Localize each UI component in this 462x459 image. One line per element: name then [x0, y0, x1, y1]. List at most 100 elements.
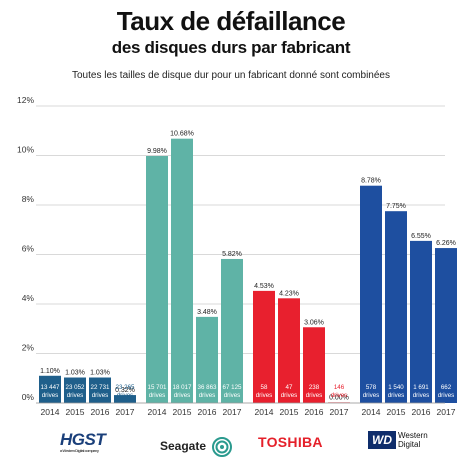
bar-value-label: 8.78% — [361, 178, 381, 185]
bar-drive-unit: drives — [67, 392, 84, 399]
x-tick-label: 2014 — [255, 407, 274, 417]
bar-seagate — [146, 155, 168, 403]
bar-drive-count: 13 447 — [41, 384, 60, 391]
bar-drive-count: 15 701 — [148, 384, 167, 391]
bar-drive-unit: drives — [388, 392, 405, 399]
bar-value-label: 1.03% — [90, 370, 110, 377]
bar-drive-count: 238 — [309, 384, 320, 391]
x-tick-label: 2014 — [148, 407, 167, 417]
bar-hgst — [89, 377, 111, 403]
bar-value-label: 6.26% — [436, 240, 456, 247]
x-tick-label: 2015 — [173, 407, 192, 417]
bar-value-label: 4.53% — [254, 283, 274, 290]
bar-drive-unit: drives — [256, 392, 273, 399]
wd-logo-text: Western Digital — [398, 431, 428, 449]
x-tick-label: 2014 — [41, 407, 60, 417]
bar-hgst — [39, 375, 61, 403]
bar-drive-unit: drives — [438, 392, 455, 399]
x-tick-label: 2015 — [280, 407, 299, 417]
seagate-logo-text: Seagate — [160, 439, 207, 454]
bar-seagate — [171, 138, 193, 404]
bar-value-label: 7.75% — [386, 203, 406, 210]
toshiba-logo: TOSHIBA — [258, 434, 323, 450]
bar-western-digital — [385, 211, 407, 403]
wd-logo-text-line1: Western — [398, 431, 428, 440]
y-tick-label: 0% — [22, 392, 35, 402]
bar-seagate — [221, 258, 243, 403]
bar-drive-unit: drives — [174, 392, 191, 399]
x-tick-label: 2017 — [330, 407, 349, 417]
chart-title: Taux de défaillance — [116, 6, 346, 36]
x-tick-label: 2016 — [91, 407, 110, 417]
bar-hgst — [64, 377, 86, 403]
x-tick-label: 2017 — [116, 407, 135, 417]
bar-drive-count: 47 — [286, 384, 293, 391]
bar-value-label: 1.10% — [40, 368, 60, 375]
bar-seagate — [196, 316, 218, 403]
bar-value-label: 1.03% — [65, 370, 85, 377]
bar-value-label: 3.48% — [197, 309, 217, 316]
bar-toshiba — [253, 290, 275, 403]
bar-drive-unit: drives — [117, 392, 134, 399]
bar-western-digital — [435, 248, 457, 403]
bar-value-label: 4.23% — [279, 290, 299, 297]
y-tick-label: 10% — [17, 145, 34, 155]
bar-drive-count: 1 540 — [388, 384, 404, 391]
bar-value-label: 0.32% — [115, 387, 135, 394]
bar-western-digital — [360, 185, 382, 403]
bar-drive-count: 22 731 — [91, 384, 110, 391]
bar-toshiba — [303, 327, 325, 403]
bar-drive-count: 58 — [261, 384, 268, 391]
bar-drive-unit: drives — [149, 392, 166, 399]
y-tick-label: 6% — [22, 244, 35, 254]
bar-drive-unit: drives — [42, 392, 59, 399]
bar-toshiba — [278, 298, 300, 403]
bar-drive-count: 23 052 — [66, 384, 85, 391]
wd-logo-text-line2: Digital — [398, 440, 421, 449]
bar-drive-unit: drives — [306, 392, 323, 399]
seagate-swirl-icon — [212, 437, 233, 457]
bar-drive-unit: drives — [92, 392, 109, 399]
wd-logo-mark: WD — [368, 431, 396, 449]
bar-drive-count: 67 125 — [223, 384, 242, 391]
y-tick-label: 2% — [22, 343, 35, 353]
chart-note: Toutes les tailles de disque dur pour un… — [72, 70, 390, 81]
x-tick-label: 2017 — [223, 407, 242, 417]
x-tick-label: 2015 — [66, 407, 85, 417]
x-tick-label: 2016 — [412, 407, 431, 417]
x-tick-label: 2014 — [362, 407, 381, 417]
y-tick-label: 8% — [22, 194, 35, 204]
hgst-logo-text: HGST — [60, 430, 106, 449]
bar-drive-count: 146 — [334, 384, 345, 391]
bar-value-label: 3.06% — [304, 319, 324, 326]
y-tick-label: 12% — [17, 95, 34, 105]
hgst-logo: HGST a Western Digital company — [60, 430, 106, 453]
hgst-logo-subtext: a Western Digital company — [60, 448, 99, 453]
bar-drive-unit: drives — [224, 392, 241, 399]
y-tick-label: 4% — [22, 293, 35, 303]
bar-drive-unit: drives — [199, 392, 216, 399]
chart-subtitle: des disques durs par fabricant — [111, 38, 351, 57]
bar-drive-unit: drives — [413, 392, 430, 399]
bar-drive-count: 23 265 — [116, 384, 135, 391]
bar-value-label: 10.68% — [170, 131, 194, 138]
bar-hgst — [114, 395, 136, 403]
bar-western-digital — [410, 240, 432, 403]
bar-drive-unit: drives — [331, 392, 348, 399]
x-tick-label: 2017 — [437, 407, 456, 417]
bar-drive-count: 36 863 — [198, 384, 217, 391]
bar-drive-unit: drives — [281, 392, 298, 399]
western-digital-logo: WD Western Digital — [368, 431, 428, 453]
bar-value-label: 5.82% — [222, 251, 242, 258]
bar-drive-count: 18 017 — [173, 384, 192, 391]
x-tick-label: 2015 — [387, 407, 406, 417]
bar-drive-count: 1 691 — [413, 384, 429, 391]
bar-drive-count: 578 — [366, 384, 377, 391]
bar-value-label: 0.00% — [329, 394, 349, 401]
bar-value-label: 6.55% — [411, 233, 431, 240]
x-tick-label: 2016 — [198, 407, 217, 417]
bar-value-label: 9.98% — [147, 148, 167, 155]
bar-drive-unit: drives — [363, 392, 380, 399]
x-tick-label: 2016 — [305, 407, 324, 417]
